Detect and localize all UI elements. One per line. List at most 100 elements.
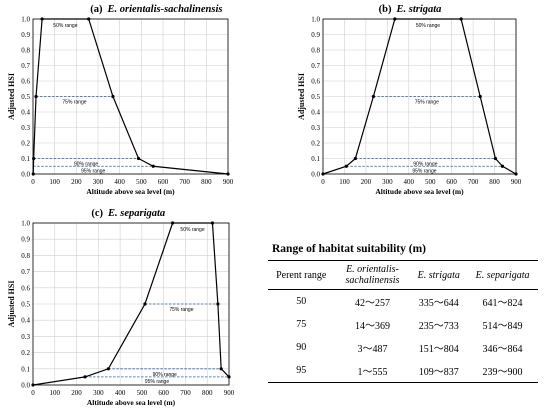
range-label: 90% range (153, 372, 177, 378)
y-tick-label: 0.7 (21, 62, 30, 70)
hsi-data-point (353, 156, 357, 161)
hsi-data-point (514, 172, 518, 176)
chart-title: E. separigata (107, 208, 165, 219)
y-tick-label: 1.0 (21, 16, 30, 24)
x-tick-label: 800 (202, 389, 213, 397)
y-tick-label: 0.2 (21, 140, 30, 148)
x-tick-label: 0 (321, 178, 325, 186)
x-tick-label: 900 (223, 178, 234, 186)
x-tick-label: 200 (71, 178, 82, 186)
hsi-data-point (32, 156, 36, 161)
range-label: 90% range (413, 162, 437, 168)
x-tick-label: 900 (511, 178, 522, 186)
y-tick-label: 0.6 (311, 78, 320, 86)
hsi-series-line (322, 18, 517, 175)
panel-label: (b) (379, 4, 392, 15)
range-label: 95% range (145, 379, 169, 385)
table-cell: 50 (296, 296, 307, 307)
y-tick-label: 0.0 (21, 171, 30, 179)
table-row: 75 14～369 235～733 514～849 (268, 313, 538, 336)
y-tick-label: 0.7 (21, 268, 30, 276)
range-label: 50% range (416, 23, 440, 29)
table-cell: 1～555 (334, 359, 411, 383)
table-row: 90 3～487 151～804 346～864 (268, 336, 538, 359)
x-tick-label: 300 (93, 389, 104, 397)
table-row: 95 1～555 109～837 239～900 (268, 359, 538, 383)
y-tick-label: 0.6 (21, 284, 30, 292)
x-tick-label: 0 (31, 178, 35, 186)
y-tick-label: 0.3 (21, 124, 30, 132)
x-tick-label: 300 (93, 178, 104, 186)
panel-label: (c) (91, 208, 103, 219)
table-cell: 514～849 (482, 321, 523, 332)
y-tick-label: 0.8 (311, 47, 320, 55)
y-tick-label: 0.9 (21, 31, 30, 39)
table-title: Range of habitat suitability (m) (272, 243, 426, 255)
y-tick-label: 0.4 (311, 109, 320, 117)
x-tick-label: 400 (114, 178, 125, 186)
header-orientalis: E. orientalis-sachalinensis (334, 260, 411, 290)
x-tick-label: 700 (179, 178, 190, 186)
x-tick-label: 800 (201, 178, 212, 186)
x-tick-label: 600 (158, 389, 169, 397)
hsi-data-point (344, 164, 348, 168)
chart-title: E. orientalis-sachalinensis (107, 4, 223, 15)
x-tick-label: 0 (31, 389, 35, 397)
x-axis-label: Altitude above sea level (m) (86, 187, 175, 196)
y-tick-label: 0.0 (311, 171, 320, 179)
range-label: 95% range (81, 168, 105, 174)
y-axis-label: Adjusted HSI (297, 73, 306, 120)
hsi-data-point (226, 172, 230, 176)
table-cell: 151～804 (418, 344, 459, 355)
y-tick-label: 0.1 (21, 155, 30, 163)
hsi-data-point (493, 156, 498, 161)
y-axis-label: Adjusted HSI (7, 73, 16, 120)
range-label: 50% range (180, 227, 204, 233)
hsi-data-point (393, 17, 397, 21)
table-cell: 239～900 (467, 359, 538, 383)
y-tick-label: 0.3 (21, 333, 30, 341)
hsi-data-point (31, 383, 35, 387)
table-cell: 641～824 (482, 298, 523, 309)
x-tick-label: 700 (468, 178, 479, 186)
panel-label: (a) (90, 4, 103, 15)
hsi-data-point (111, 94, 115, 99)
y-tick-label: 0.5 (21, 301, 30, 309)
table-cell: 75 (296, 319, 307, 330)
x-axis-label: Altitude above sea level (m) (375, 187, 464, 196)
hsi-data-point (170, 221, 175, 225)
y-tick-label: 0.7 (311, 62, 320, 70)
x-tick-label: 500 (137, 389, 148, 397)
x-tick-label: 500 (136, 178, 147, 186)
chart-title: E. strigata (396, 4, 442, 15)
hsi-data-point (151, 164, 155, 168)
range-label: 90% range (74, 162, 98, 168)
hsi-data-point (459, 17, 463, 21)
x-tick-label: 500 (425, 178, 436, 186)
x-tick-label: 600 (446, 178, 457, 186)
y-tick-label: 0.0 (21, 382, 30, 390)
hsi-data-point (143, 302, 147, 306)
plot-area-frame (32, 18, 229, 175)
hsi-data-point (216, 302, 220, 306)
hsi-data-point (87, 17, 91, 21)
range-label: 75% range (415, 100, 439, 106)
table-cell: 14～369 (354, 321, 390, 332)
hsi-data-point (210, 221, 215, 225)
hsi-data-point (219, 367, 223, 371)
x-tick-label: 600 (158, 178, 169, 186)
hsi-data-point (500, 164, 505, 168)
hsi-data-point (34, 94, 38, 99)
hsi-data-point (40, 17, 44, 21)
header-separigata: E. separigata (467, 260, 538, 290)
x-tick-label: 100 (49, 178, 60, 186)
y-tick-label: 0.9 (21, 236, 30, 244)
range-label: 95% range (412, 168, 436, 174)
habitat-range-table-container: Range of habitat suitability (m) Perent … (268, 243, 543, 383)
y-tick-label: 0.5 (21, 93, 30, 101)
y-axis-label: Adjusted HSI (7, 281, 16, 328)
hsi-data-point (227, 375, 231, 379)
x-tick-label: 800 (489, 178, 500, 186)
hsi-data-point (321, 172, 325, 176)
